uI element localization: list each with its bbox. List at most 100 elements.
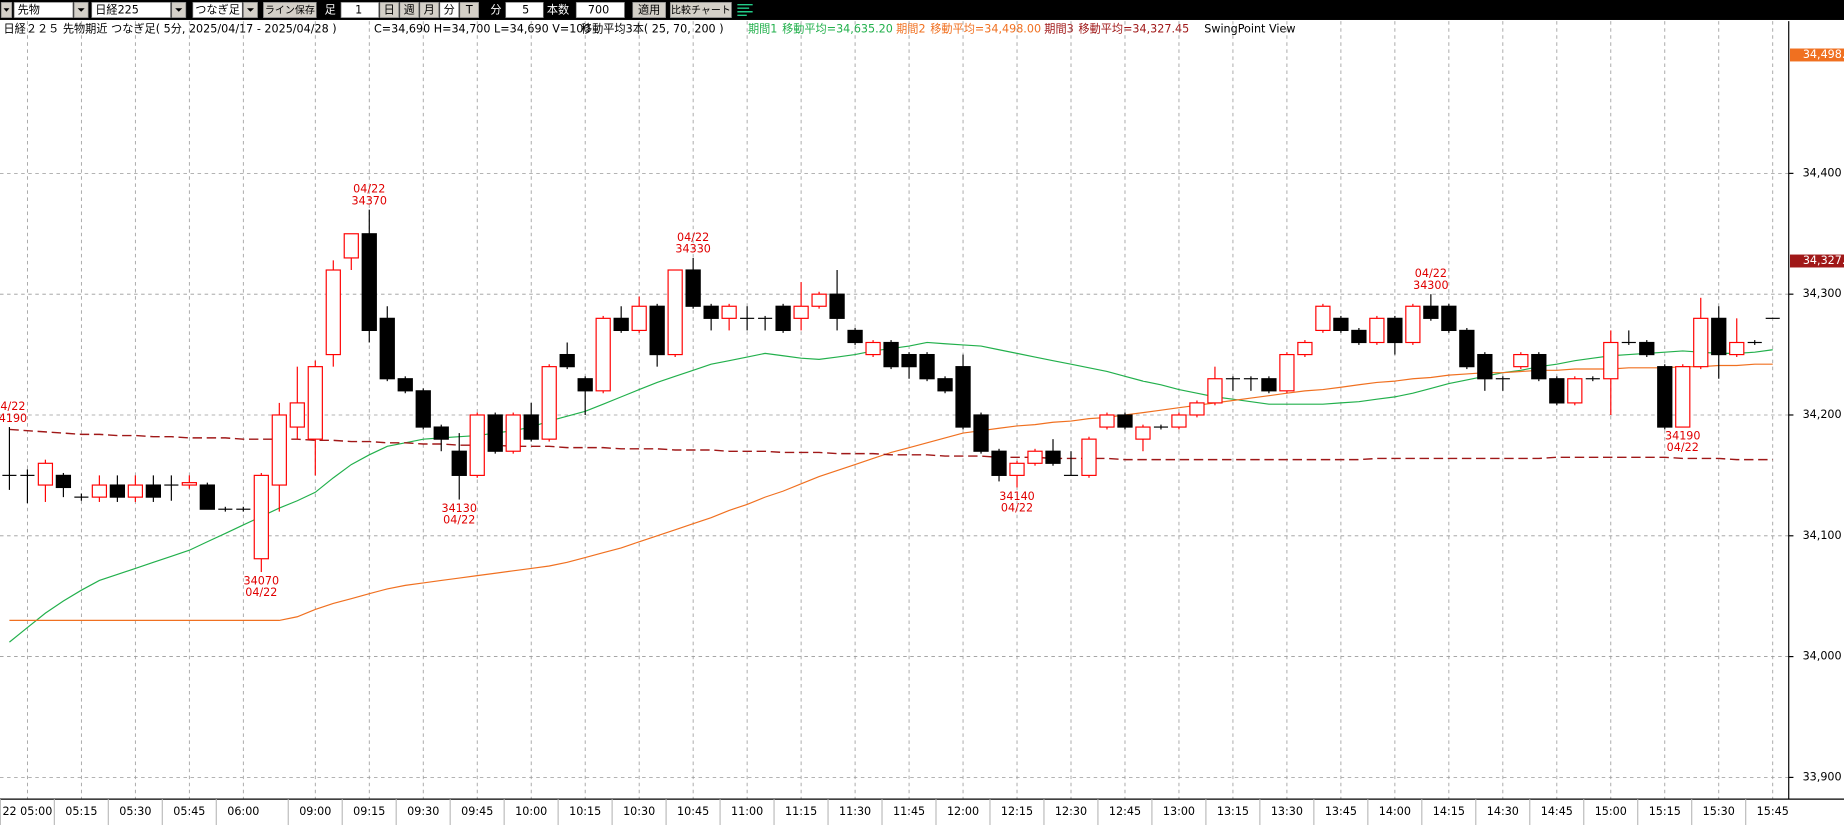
candle-body — [1297, 341, 1313, 356]
candle-body — [1405, 305, 1421, 344]
candle-body — [721, 305, 737, 319]
candle-body — [1135, 426, 1151, 440]
bar-type-select[interactable] — [192, 1, 243, 18]
swing-date: 04/22 — [353, 183, 385, 196]
x-tick-label: 05:15 — [65, 805, 97, 818]
price-marker — [1789, 48, 1844, 62]
bar-type: つなぎ足 — [195, 3, 240, 17]
swing-price: 34300 — [1413, 279, 1449, 292]
candle-body — [1549, 378, 1565, 404]
period-button[interactable] — [419, 1, 440, 18]
y-tick-label: 34,100 — [1803, 529, 1842, 542]
candle-body — [505, 414, 521, 452]
apply-button[interactable] — [632, 1, 666, 18]
swing-date: 04/22 — [0, 400, 25, 413]
period-button[interactable] — [459, 1, 479, 18]
x-tick-label: 11:45 — [893, 805, 925, 818]
period-button[interactable] — [399, 1, 420, 18]
candle-body — [631, 305, 647, 332]
x-tick-label: 14:00 — [1379, 805, 1411, 818]
symbol-select[interactable] — [91, 1, 171, 18]
period-button[interactable] — [379, 1, 400, 18]
candle-body — [811, 293, 827, 307]
save-line: ライン保存 — [265, 4, 315, 17]
candle-body — [361, 233, 377, 332]
price-marker-label: 34,327.45 — [1803, 254, 1844, 267]
chart-title: 日経２２５ 先物期近 つなぎ足( 5分, 2025/04/17 - 2025/0… — [4, 21, 337, 35]
candle-body — [685, 269, 701, 307]
period: 月 — [424, 4, 435, 17]
x-tick-label: 09:15 — [353, 805, 385, 818]
candle-body — [181, 482, 197, 486]
candle-body — [901, 353, 917, 368]
candle-body — [37, 462, 54, 486]
compare-icon[interactable] — [737, 3, 753, 16]
x-tick-label: 13:00 — [1163, 805, 1195, 818]
candle-body — [127, 484, 144, 498]
candle-body — [1441, 305, 1457, 332]
x-tick-label: 05:30 — [119, 805, 151, 818]
swing-date: 04/22 — [245, 586, 277, 599]
candle-body — [883, 341, 899, 368]
candle-body — [667, 269, 683, 356]
candle-body — [55, 474, 72, 489]
x-tick-label: 12:15 — [1001, 805, 1033, 818]
x-tick-label: 11:00 — [731, 805, 763, 818]
y-tick-label: 34,000 — [1803, 650, 1842, 663]
save-line-button[interactable] — [263, 1, 317, 18]
x-tick-label: 15:30 — [1703, 805, 1735, 818]
swing-date: 04/22 — [443, 514, 475, 527]
candle-body — [1027, 450, 1043, 464]
ma-header: 期間3 移動平均=34,327.45 — [1044, 21, 1189, 35]
moving-average — [9, 428, 1773, 461]
interval-input[interactable] — [505, 1, 544, 18]
period-button[interactable] — [439, 1, 460, 18]
candle-body — [487, 414, 503, 452]
compare-button[interactable] — [669, 1, 732, 18]
candle-body — [1189, 402, 1205, 416]
candle-body — [973, 414, 989, 452]
ashi-input[interactable] — [340, 1, 380, 18]
x-tick-label: 13:15 — [1217, 805, 1249, 818]
candle-body — [1603, 341, 1619, 380]
x-tick-label: 11:30 — [839, 805, 871, 818]
candle-body — [1729, 341, 1745, 356]
candle-body — [919, 353, 935, 380]
candle-body — [343, 233, 359, 259]
interval: 5 — [522, 4, 529, 17]
candle-body — [1099, 414, 1115, 428]
candle-body — [1477, 353, 1493, 380]
x-tick-label: 15:15 — [1649, 805, 1681, 818]
swing-date: 04/22 — [1667, 441, 1699, 454]
ashi-label: 足 — [325, 4, 336, 17]
candle-body — [1675, 366, 1691, 428]
ma-name: 期間1 — [748, 22, 777, 35]
candle-body — [1423, 305, 1439, 319]
candle-body — [775, 305, 791, 332]
candle-body — [649, 305, 665, 356]
count-input[interactable] — [575, 1, 625, 18]
candle-body — [469, 414, 485, 476]
candle-body — [1279, 353, 1295, 392]
symbol: 日経225 — [95, 4, 139, 17]
swing-price: 34070 — [244, 574, 280, 587]
x-tick-label: 22 05:00 — [2, 805, 52, 818]
candle-body — [1369, 317, 1385, 344]
x-tick-label: 10:15 — [569, 805, 601, 818]
ma-header: 期間2 移動平均=34,498.00 — [896, 21, 1041, 35]
swing-price: 34370 — [352, 194, 388, 207]
market-select[interactable] — [13, 1, 74, 18]
swing-price: 34190 — [1665, 429, 1701, 442]
candle-body — [1333, 317, 1349, 332]
candle-body — [415, 390, 431, 428]
candle-body — [1567, 378, 1583, 404]
candle-body — [433, 426, 449, 440]
candle-body — [271, 414, 287, 486]
x-tick-label: 12:45 — [1109, 805, 1141, 818]
candle-body — [307, 366, 323, 440]
ma-name: 期間3 — [1044, 22, 1073, 35]
